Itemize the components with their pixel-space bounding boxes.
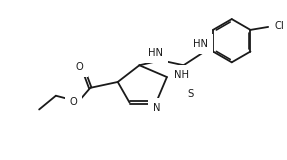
- Text: HN: HN: [193, 39, 208, 49]
- Text: O: O: [70, 97, 77, 107]
- Text: NH: NH: [174, 70, 189, 80]
- Text: HN: HN: [148, 48, 163, 58]
- Text: O: O: [75, 62, 83, 72]
- Text: N: N: [153, 104, 161, 113]
- Text: S: S: [187, 89, 194, 99]
- Text: Cl: Cl: [274, 21, 284, 31]
